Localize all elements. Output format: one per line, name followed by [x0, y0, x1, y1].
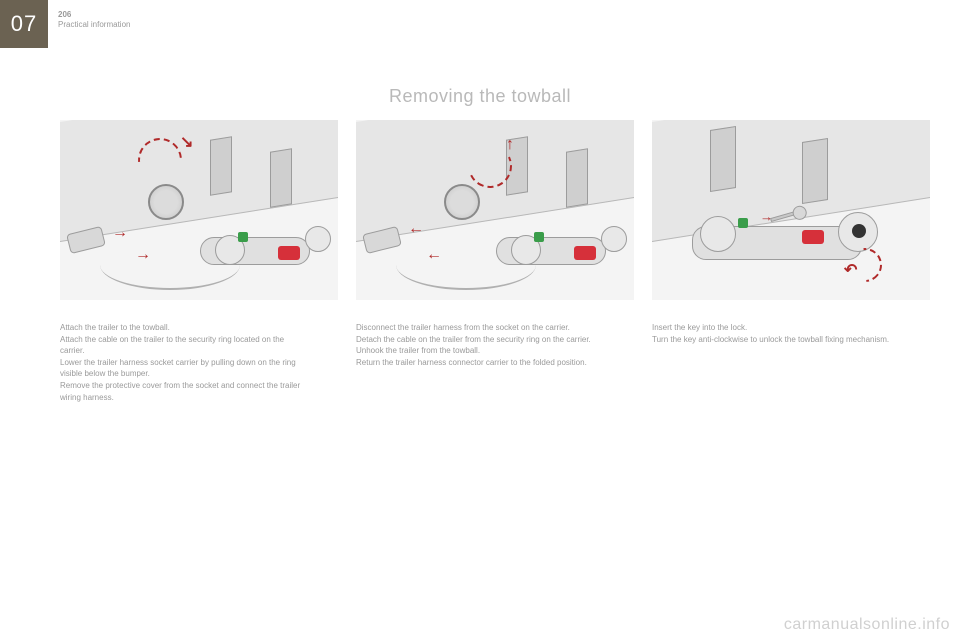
illustration-detach: ↑ ← ←: [356, 120, 634, 300]
section-name: Practical information: [58, 20, 130, 30]
illustration-key: → ↶: [652, 120, 930, 300]
column-1: ↘ → → Attach the trailer to the towball.…: [60, 120, 338, 403]
page-title: Removing the towball: [0, 86, 960, 107]
column-3: → ↶ Insert the key into the lock. Turn t…: [652, 120, 930, 403]
chapter-tab: 07: [0, 0, 48, 48]
chapter-number: 07: [11, 11, 37, 37]
caption-3: Insert the key into the lock. Turn the k…: [652, 322, 902, 345]
caption-1: Attach the trailer to the towball. Attac…: [60, 322, 310, 403]
caption-2: Disconnect the trailer harness from the …: [356, 322, 606, 368]
column-2: ↑ ← ← Disconnect the trailer harness fro…: [356, 120, 634, 403]
watermark: carmanualsonline.info: [784, 616, 950, 634]
illustration-attach: ↘ → →: [60, 120, 338, 300]
content-columns: ↘ → → Attach the trailer to the towball.…: [60, 120, 930, 403]
page-header: 206 Practical information: [58, 10, 130, 31]
page-number: 206: [58, 10, 130, 20]
